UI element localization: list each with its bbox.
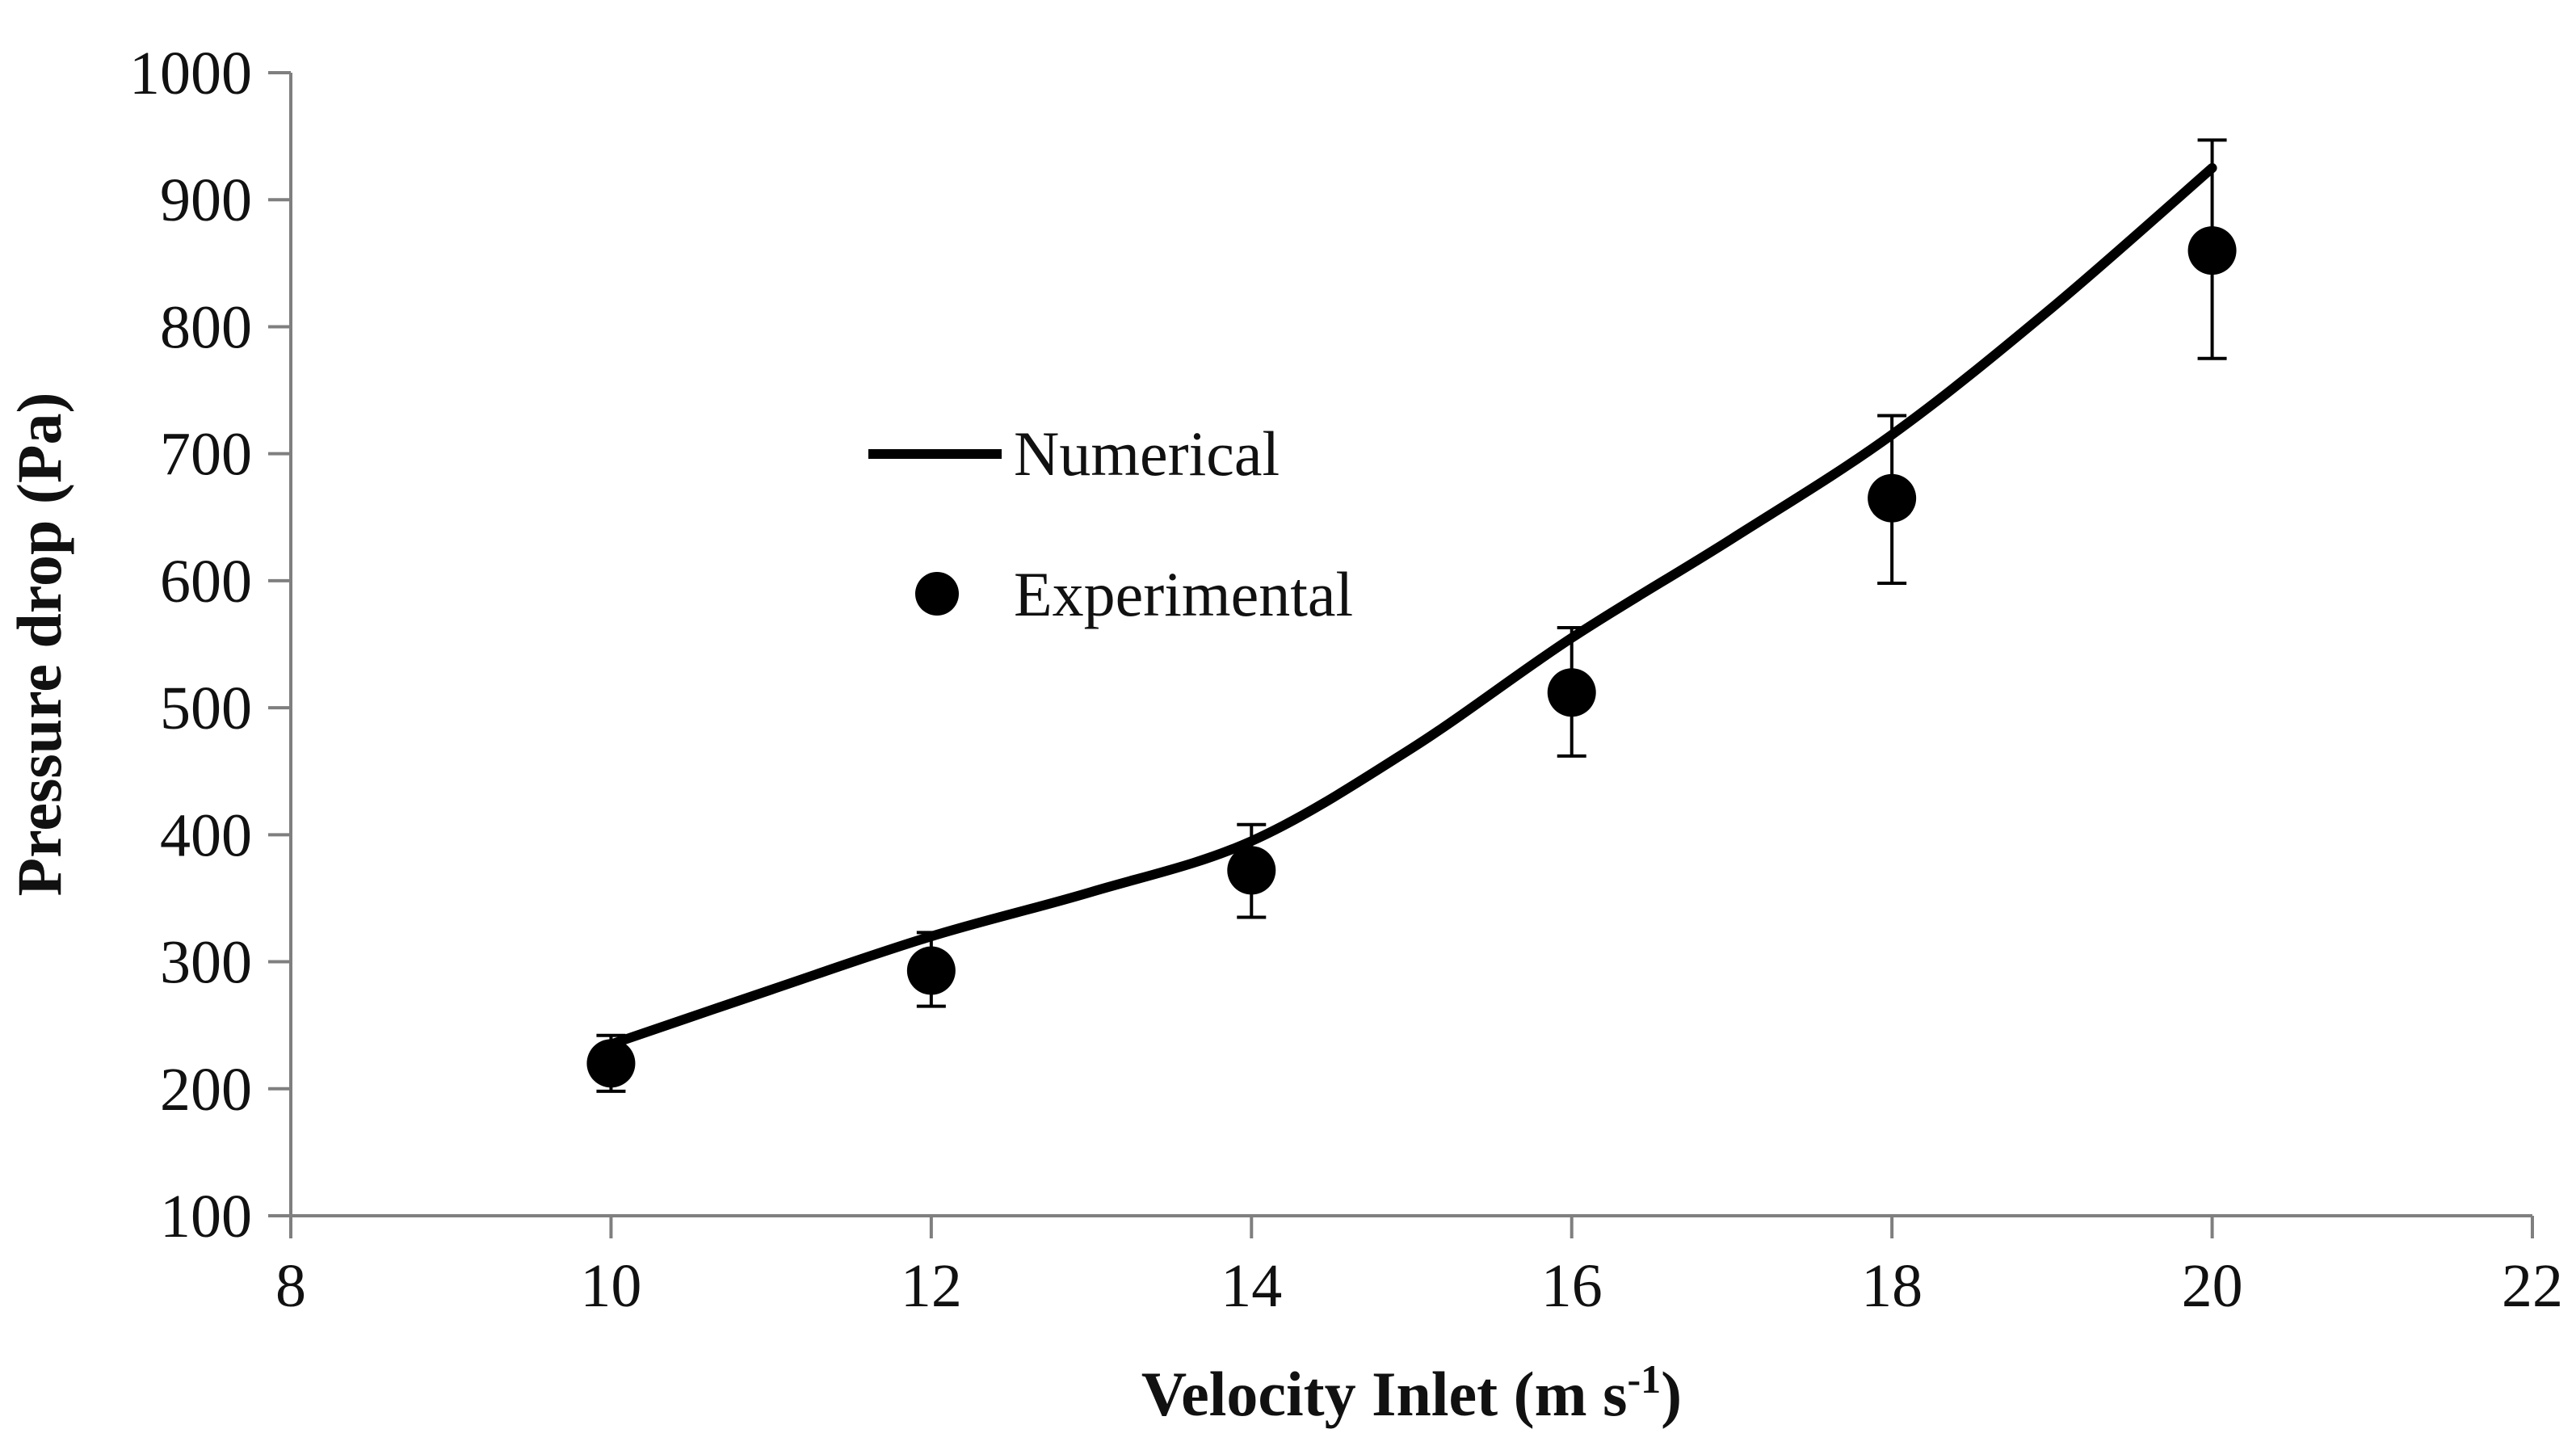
legend: Numerical Experimental (868, 418, 1353, 629)
x-axis-title-superscript: -1 (1627, 1356, 1661, 1402)
x-tick-label: 18 (1861, 1252, 1923, 1320)
experimental-data-point (906, 946, 956, 995)
experimental-data-point (2187, 226, 2237, 275)
x-axis-title-tail: ) (1661, 1359, 1682, 1429)
y-axis-title: Pressure drop (Pa) (4, 393, 74, 897)
experimental-data-point (586, 1039, 636, 1088)
x-tick-label: 14 (1221, 1252, 1282, 1320)
legend-experimental-label: Experimental (1014, 559, 1353, 629)
y-tick-label: 300 (160, 929, 252, 997)
x-tick-label: 16 (1541, 1252, 1603, 1320)
legend-experimental-marker (915, 572, 959, 616)
y-tick-label: 600 (160, 548, 252, 616)
x-tick-label: 22 (2502, 1252, 2563, 1320)
x-tick-label: 12 (901, 1252, 962, 1320)
y-tick-label: 100 (160, 1183, 252, 1251)
x-tick-label: 20 (2182, 1252, 2243, 1320)
x-tick-label: 10 (580, 1252, 641, 1320)
numerical-series-line (606, 162, 2217, 1049)
x-axis-title-main: Velocity Inlet (m s (1141, 1359, 1628, 1429)
x-axis-title: Velocity Inlet (m s-1) (1141, 1356, 1682, 1429)
y-tick-label: 900 (160, 166, 252, 234)
y-tick-label: 800 (160, 293, 252, 361)
experimental-data-point (1227, 846, 1276, 895)
experimental-data-point (1868, 473, 1917, 523)
x-tick-label: 8 (275, 1252, 306, 1320)
axes-layer: 100 200 300 400 500 600 700 800 900 1000 8 10 12 14 16… (129, 40, 2563, 1320)
series-layer (586, 138, 2237, 1093)
y-tick-label: 700 (160, 421, 252, 489)
legend-numerical-label: Numerical (1014, 418, 1280, 489)
y-tick-label: 400 (160, 801, 252, 869)
y-tick-label: 200 (160, 1056, 252, 1124)
experimental-data-point (1547, 668, 1596, 717)
y-tick-label: 500 (160, 675, 252, 742)
y-tick-label: 1000 (129, 40, 252, 107)
